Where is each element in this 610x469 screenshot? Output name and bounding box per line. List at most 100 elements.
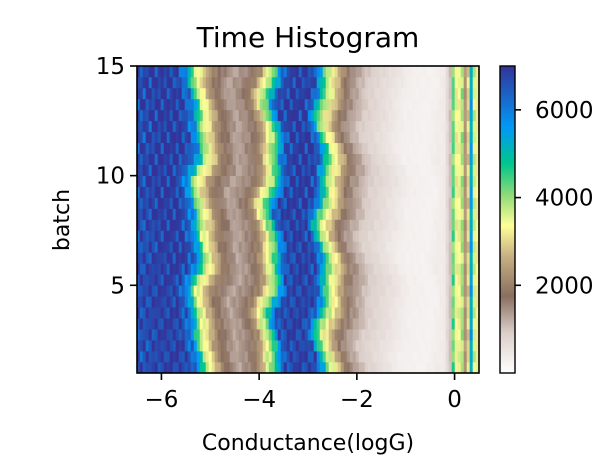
heatmap-cell xyxy=(211,306,216,319)
heatmap-cell xyxy=(451,295,456,308)
heatmap-cell xyxy=(331,339,336,352)
heatmap-cell xyxy=(391,295,396,308)
heatmap-cell xyxy=(202,339,207,352)
heatmap-cell xyxy=(379,252,384,264)
heatmap-cell xyxy=(142,263,147,275)
heatmap-cell xyxy=(232,98,237,111)
heatmap-cell xyxy=(442,350,447,363)
heatmap-cell xyxy=(244,219,249,231)
heatmap-cell xyxy=(322,274,327,286)
heatmap-cell xyxy=(349,120,354,133)
heatmap-cell xyxy=(187,241,192,253)
heatmap-cell xyxy=(379,164,384,176)
heatmap-cell xyxy=(415,87,420,100)
heatmap-cell xyxy=(370,317,375,330)
heatmap-cell xyxy=(349,350,354,363)
heatmap-cell xyxy=(163,241,168,253)
heatmap-cell xyxy=(256,317,261,330)
heatmap-cell xyxy=(445,328,450,341)
heatmap-cell xyxy=(226,350,231,363)
heatmap-cell xyxy=(154,361,159,373)
heatmap-cell xyxy=(163,252,168,264)
heatmap-cell xyxy=(469,120,474,133)
heatmap-cell xyxy=(160,263,165,275)
heatmap-cell xyxy=(175,142,180,155)
heatmap-cell xyxy=(325,219,330,231)
heatmap-cell xyxy=(361,186,366,198)
heatmap-cell xyxy=(463,87,468,100)
heatmap-cell xyxy=(250,120,255,133)
heatmap-cell xyxy=(307,361,312,373)
heatmap-cell xyxy=(385,120,390,133)
heatmap-cell xyxy=(379,120,384,133)
heatmap-cell xyxy=(151,175,156,187)
heatmap-cell xyxy=(193,350,198,363)
heatmap-cell xyxy=(382,76,387,89)
heatmap-cell xyxy=(163,76,168,89)
heatmap-cell xyxy=(145,328,150,341)
heatmap-cell xyxy=(238,66,243,78)
heatmap-cell xyxy=(202,109,207,122)
heatmap-cell xyxy=(214,175,219,187)
heatmap-cell xyxy=(145,241,150,253)
heatmap-cell xyxy=(169,328,174,341)
heatmap-cell xyxy=(298,120,303,133)
heatmap-cell xyxy=(223,208,228,220)
heatmap-cell xyxy=(454,186,459,198)
heatmap-cell xyxy=(307,197,312,209)
heatmap-cell xyxy=(238,317,243,330)
heatmap-cell xyxy=(283,219,288,231)
heatmap-cell xyxy=(196,295,201,308)
heatmap-cell xyxy=(301,164,306,176)
heatmap-cell xyxy=(253,66,258,78)
heatmap-cell xyxy=(427,230,432,242)
heatmap-cell xyxy=(358,87,363,100)
heatmap-cell xyxy=(175,120,180,133)
heatmap-cell xyxy=(466,98,471,111)
heatmap-cell xyxy=(403,274,408,286)
heatmap-cell xyxy=(454,252,459,264)
heatmap-cell xyxy=(403,263,408,275)
heatmap-cell xyxy=(181,219,186,231)
heatmap-cell xyxy=(343,317,348,330)
heatmap-cell xyxy=(412,339,417,352)
heatmap-cell xyxy=(355,142,360,155)
heatmap-cell xyxy=(460,153,465,165)
heatmap-cell xyxy=(367,131,372,144)
heatmap-cell xyxy=(181,241,186,253)
heatmap-cell xyxy=(439,317,444,330)
heatmap-cell xyxy=(376,98,381,111)
heatmap-cell xyxy=(376,109,381,122)
heatmap-cell xyxy=(436,263,441,275)
heatmap-cell xyxy=(364,230,369,242)
heatmap-cell xyxy=(247,230,252,242)
heatmap-cell xyxy=(235,98,240,111)
heatmap-cell xyxy=(406,328,411,341)
heatmap-cell xyxy=(145,263,150,275)
heatmap-cell xyxy=(409,109,414,122)
heatmap-cell xyxy=(463,241,468,253)
heatmap-cell xyxy=(193,76,198,89)
heatmap-cell xyxy=(388,274,393,286)
heatmap-cell xyxy=(178,306,183,319)
heatmap-cell xyxy=(238,361,243,373)
heatmap-cell xyxy=(154,164,159,176)
heatmap-cell xyxy=(157,120,162,133)
heatmap-cell xyxy=(181,350,186,363)
heatmap-cell xyxy=(142,361,147,373)
heatmap-cell xyxy=(346,230,351,242)
heatmap-cell xyxy=(283,164,288,176)
heatmap-cell xyxy=(169,241,174,253)
heatmap-cell xyxy=(274,284,279,297)
heatmap-cell xyxy=(460,197,465,209)
heatmap-cell xyxy=(469,241,474,253)
heatmap-cell xyxy=(139,197,144,209)
heatmap-cell xyxy=(352,153,357,165)
heatmap-cell xyxy=(235,274,240,286)
heatmap-cell xyxy=(187,295,192,308)
heatmap-cell xyxy=(181,98,186,111)
heatmap-cell xyxy=(472,66,477,78)
heatmap-cell xyxy=(190,274,195,286)
heatmap-cell xyxy=(283,263,288,275)
heatmap-cell xyxy=(367,361,372,373)
